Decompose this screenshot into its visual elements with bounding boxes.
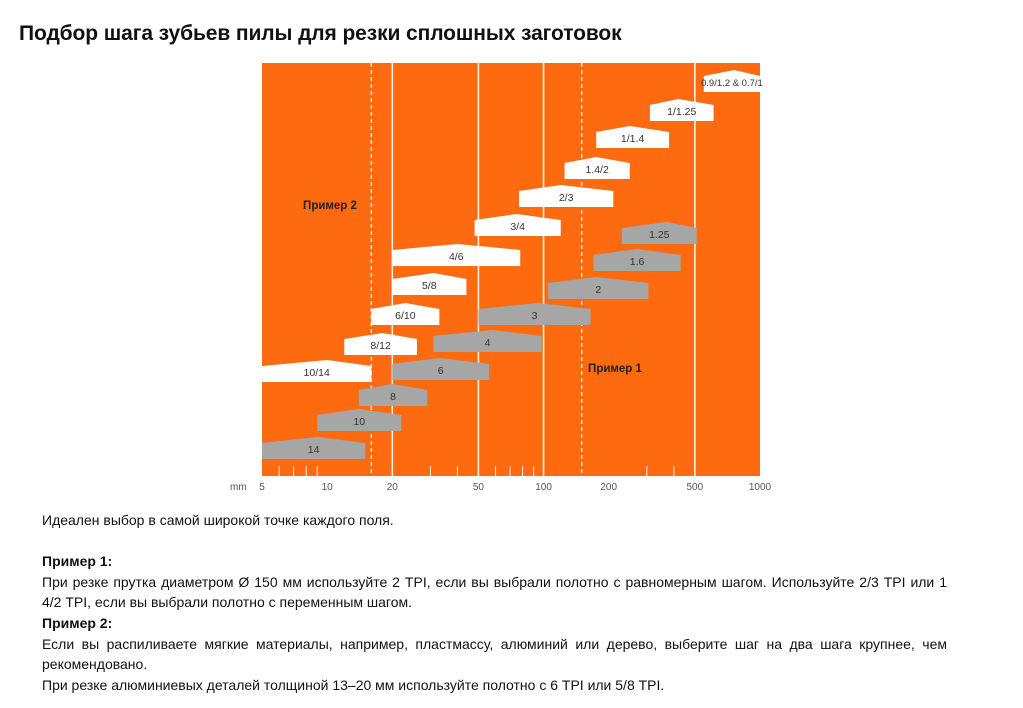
variable-band-0	[703, 70, 760, 92]
tooth-pitch-chart: 0.9/1.2 & 0.7/1 1/1.25 1/1.4 1.4/2 2/3 3/4 4/6…	[230, 63, 772, 493]
variable-band-6-label: 4/6	[449, 251, 464, 263]
x-tick-label-500: 500	[687, 482, 704, 493]
constant-band-1-label: 1.6	[630, 256, 645, 268]
constant-band-6-label: 8	[390, 391, 396, 403]
example1-text: При резке прутка диаметром Ø 150 мм испо…	[42, 573, 947, 611]
x-tick-label-100: 100	[535, 482, 552, 493]
constant-band-2-label: 2	[595, 284, 601, 296]
description: Идеален выбор в самой широкой точке кажд…	[42, 510, 947, 695]
x-axis-unit: mm	[230, 482, 247, 493]
pitch-bands: 0.9/1.2 & 0.7/1 1/1.25 1/1.4 1.4/2 2/3 3/4 4/6…	[262, 70, 763, 459]
constant-band-7-label: 10	[353, 416, 365, 428]
variable-band-1	[649, 99, 714, 121]
constant-band-5	[392, 358, 490, 380]
annotation-example-2: Пример 2	[303, 200, 357, 212]
example2-title: Пример 2:	[42, 614, 113, 631]
variable-band-2	[596, 126, 670, 148]
variable-band-4	[519, 185, 614, 207]
constant-band-4-label: 4	[485, 337, 491, 349]
constant-band-0-label: 1.25	[649, 229, 670, 241]
variable-band-10-label: 10/14	[304, 367, 330, 379]
variable-band-9-label: 8/12	[370, 340, 391, 352]
variable-band-1-label: 1/1.25	[667, 106, 696, 118]
constant-band-3-label: 3	[532, 310, 538, 322]
variable-band-3-label: 1.4/2	[585, 164, 609, 176]
variable-band-4-label: 2/3	[559, 192, 574, 204]
x-tick-label-10: 10	[322, 482, 334, 493]
constant-band-7	[317, 409, 402, 431]
constant-band-5-label: 6	[438, 365, 444, 377]
variable-band-0-label: 0.9/1.2 & 0.7/1	[701, 78, 763, 89]
example-annotations: Пример 2 Пример 1	[303, 200, 642, 375]
intro-text: Идеален выбор в самой широкой точке кажд…	[42, 512, 394, 528]
variable-band-5	[474, 214, 561, 236]
variable-band-5-label: 3/4	[510, 221, 525, 233]
variable-band-8-label: 6/10	[395, 310, 416, 322]
constant-band-3	[478, 303, 591, 325]
example1-title: Пример 1:	[42, 553, 113, 570]
constant-band-0	[621, 222, 697, 244]
annotation-example-1: Пример 1	[588, 363, 642, 375]
constant-band-6	[358, 384, 428, 406]
x-tick-label-20: 20	[387, 482, 399, 493]
page-title: Подбор шага зубьев пилы для резки сплошн…	[19, 22, 622, 45]
variable-band-2-label: 1/1.4	[621, 133, 645, 145]
constant-band-1	[593, 249, 681, 271]
variable-band-7-label: 5/8	[422, 280, 437, 292]
constant-band-2	[548, 277, 649, 299]
x-tick-label-5: 5	[259, 482, 265, 493]
example2-text-1: Если вы распиливаете мягкие материалы, н…	[42, 635, 947, 673]
constant-band-8-label: 14	[308, 444, 320, 456]
x-axis: mm 5 10 20 50 100 200 500 1000	[230, 466, 772, 493]
grid-lines	[370, 63, 696, 476]
variable-band-3	[564, 157, 630, 179]
variable-band-8	[371, 303, 440, 325]
x-tick-label-1000: 1000	[749, 482, 772, 493]
x-tick-label-50: 50	[473, 482, 485, 493]
variable-band-10	[262, 360, 372, 382]
variable-band-9	[344, 333, 417, 355]
x-tick-label-200: 200	[600, 482, 617, 493]
example2-text-2: При резке алюминиевых деталей толщиной 1…	[42, 676, 665, 693]
variable-band-6	[392, 244, 521, 266]
constant-band-4	[433, 330, 542, 352]
constant-band-8	[262, 437, 366, 459]
variable-band-7	[392, 273, 467, 295]
